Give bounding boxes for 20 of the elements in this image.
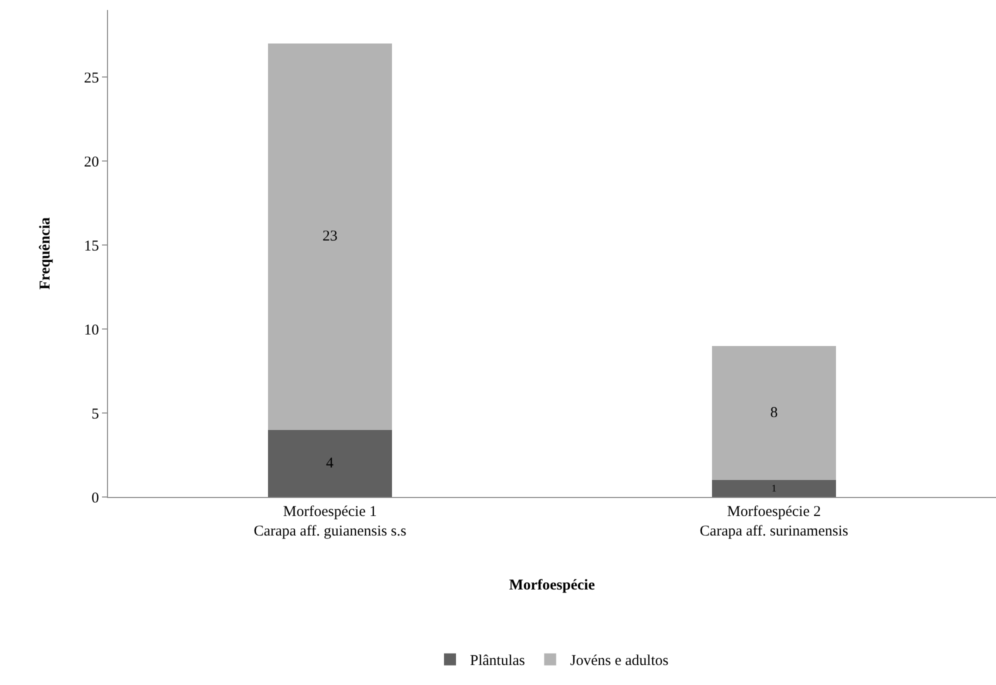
bar: [712, 346, 836, 480]
data-label: 23: [322, 228, 338, 245]
bar: [268, 44, 392, 430]
data-label: 1: [771, 483, 777, 494]
y-tick-label: 0: [92, 490, 99, 506]
x-axis-title: Morfoespécie: [509, 578, 596, 594]
legend-label: Jovéns e adultos: [570, 653, 669, 670]
y-tick-label: 25: [84, 70, 99, 86]
x-tick-label: Morfoespécie 1 Carapa aff. guianensis s.s: [254, 504, 406, 540]
data-label: 4: [326, 455, 334, 472]
legend-label: Plântulas: [470, 653, 526, 670]
y-tick-label: 5: [92, 406, 99, 422]
y-tick-label: 10: [84, 322, 99, 338]
bar: [712, 480, 836, 497]
bar: [268, 430, 392, 497]
y-tick-label: 15: [84, 238, 99, 254]
data-label: 8: [770, 405, 778, 422]
y-axis-title: Frequência: [37, 216, 54, 290]
x-tick-label: Morfoespécie 2 Carapa aff. surinamensis: [700, 504, 848, 540]
y-tick-label: 20: [84, 154, 99, 170]
